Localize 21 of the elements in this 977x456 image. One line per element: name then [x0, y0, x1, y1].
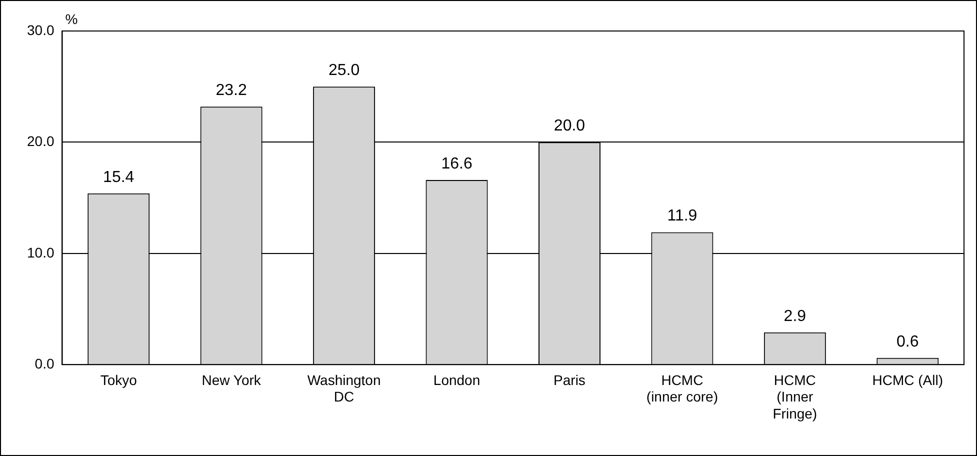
data-label: 11.9 [667, 208, 698, 225]
x-tick-label: HCMC (inner core) [646, 372, 718, 405]
x-tick-label: HCMC (All) [872, 372, 944, 388]
data-label: 20.0 [554, 118, 586, 135]
x-tick-label: HCMC (Inner Fringe) [772, 372, 818, 422]
data-label: 23.2 [216, 82, 247, 100]
y-axis-title: % [65, 10, 78, 27]
x-tick-label: London [433, 372, 480, 388]
y-tick-label: 30.0 [27, 22, 54, 38]
data-label: 2.9 [784, 308, 806, 325]
y-tick-label: 0.0 [34, 355, 54, 372]
data-label: 16.6 [441, 155, 472, 172]
x-tick-label: New York [202, 372, 262, 388]
data-label: 25.0 [328, 62, 360, 80]
x-tick-label: Washington DC [307, 372, 381, 405]
data-label: 15.4 [103, 168, 134, 186]
x-tick-label: Tokyo [100, 372, 138, 388]
y-tick-label: 10.0 [27, 244, 54, 260]
data-label: 0.6 [896, 333, 919, 350]
y-tick-label: 20.0 [27, 133, 54, 150]
x-tick-label: Paris [554, 372, 586, 388]
